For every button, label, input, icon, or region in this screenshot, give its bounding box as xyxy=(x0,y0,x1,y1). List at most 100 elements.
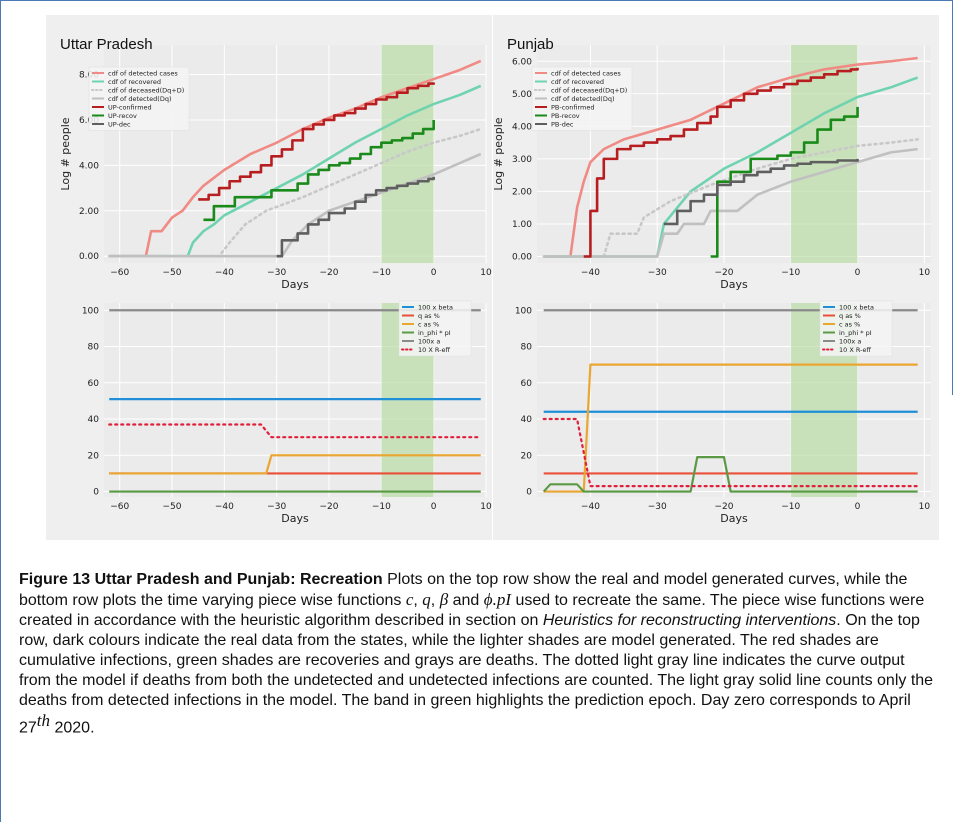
y-tick-label: 2.00 xyxy=(79,207,99,217)
x-tick-label: −20 xyxy=(320,268,339,278)
y-tick-label: 0 xyxy=(526,488,532,498)
legend-label-pb-dec: PB-dec xyxy=(551,120,574,128)
caption-part2: used to recreate the same. The piece wis… xyxy=(19,592,925,629)
series-up-confirmed xyxy=(198,82,435,201)
caption-part3: . On the top row, dark colours indicate … xyxy=(19,612,934,737)
legend-box xyxy=(88,66,190,131)
x-tick-label: −60 xyxy=(110,502,129,512)
series-c-as xyxy=(109,454,481,475)
symbol-beta: β xyxy=(439,590,449,609)
legend-label-up-recov: UP-recov xyxy=(108,112,137,120)
x-tick-label: −30 xyxy=(267,268,286,278)
legend-label-10-x-r-eff: 10 X R-eff xyxy=(418,346,450,354)
series-cdf-of-detected-cases xyxy=(543,56,918,258)
legend-box xyxy=(531,66,633,131)
y-tick-label: 6.00 xyxy=(512,57,532,67)
y-tick-label: 40 xyxy=(88,415,100,425)
caption-superscript: th xyxy=(36,711,51,730)
chart-pb-top: −40 −30 −20 −10 0 10 0.00 1.00 2.00 3.00 4.00 5.00 6… xyxy=(493,15,939,295)
legend-label-cdf-of-detected-cases: cdf of detected cases xyxy=(551,69,621,77)
y-tick-label: 1.00 xyxy=(512,220,532,230)
x-tick-label: −40 xyxy=(581,268,600,278)
legend-label-up-dec: UP-dec xyxy=(108,120,131,128)
series-up-recov xyxy=(203,119,435,222)
x-tick-label: −10 xyxy=(372,268,391,278)
series-in-phi-pi xyxy=(542,456,918,493)
x-tick-label: 0 xyxy=(855,502,861,512)
legend-box xyxy=(819,300,893,357)
x-tick-label: 0 xyxy=(855,268,861,278)
chart-up-top: −60−50−40−30−20−100100.002.004.006.008.0… xyxy=(46,15,492,295)
x-tick-label: −20 xyxy=(714,268,733,278)
x-axis-label: Days xyxy=(720,512,748,525)
y-tick-label: 100 xyxy=(515,306,532,316)
legend-label-up-confirmed: UP-confirmed xyxy=(108,103,152,111)
y-tick-label: 0 xyxy=(93,488,99,498)
panel-title: Uttar Pradesh xyxy=(60,36,153,53)
series-cdf-of-deceased-dq-d xyxy=(542,138,919,258)
x-tick-label: −40 xyxy=(581,502,600,512)
series-cdf-of-detected-dq xyxy=(543,147,918,258)
y-tick-label: 40 xyxy=(521,415,533,425)
x-tick-label: 0 xyxy=(431,268,437,278)
y-tick-label: 80 xyxy=(88,343,100,353)
caption-italic-section: Heuristics for reconstructing interventi… xyxy=(542,612,837,629)
x-axis-label: Days xyxy=(281,278,309,291)
x-tick-label: −40 xyxy=(215,502,234,512)
legend-label-cdf-of-recovered: cdf of recovered xyxy=(551,78,604,86)
x-tick-label: 10 xyxy=(480,502,492,512)
y-tick-label: 4.00 xyxy=(79,161,99,171)
figure-label: Figure 13 xyxy=(19,571,91,588)
series-cdf-of-recovered xyxy=(543,76,919,258)
symbol-c: c xyxy=(405,590,414,609)
caption-part1: Plots on the top row show the real and m… xyxy=(19,571,908,609)
x-tick-label: −30 xyxy=(648,268,667,278)
y-tick-label: 20 xyxy=(521,451,533,461)
y-tick-label: 0.00 xyxy=(79,252,99,262)
caption-and: and xyxy=(452,592,480,609)
x-tick-label: 10 xyxy=(480,268,492,278)
y-tick-label: 0.00 xyxy=(512,252,532,262)
series-pb-dec xyxy=(663,158,859,226)
figure-title: Uttar Pradesh and Punjab: Recreation xyxy=(94,571,383,588)
frame-left-border xyxy=(0,0,1,822)
legend-label-cdf-of-detected-dq: cdf of detected(Dq) xyxy=(551,95,615,103)
x-tick-label: 10 xyxy=(919,502,931,512)
x-tick-label: −40 xyxy=(215,268,234,278)
frame-top-border xyxy=(0,0,953,1)
symbol-q: q xyxy=(422,590,431,609)
series-10-x-r-eff xyxy=(542,417,919,488)
legend-label-100x-a: 100x a xyxy=(418,337,440,345)
y-tick-label: 60 xyxy=(88,379,100,389)
y-tick-label: 4.00 xyxy=(512,122,532,132)
y-tick-label: 20 xyxy=(88,451,100,461)
x-tick-label: −50 xyxy=(163,268,182,278)
legend-label-q-as: q as % xyxy=(418,312,440,320)
legend-label-pb-recov: PB-recov xyxy=(551,112,580,120)
series-pb-recov xyxy=(710,106,859,258)
y-tick-label: 3.00 xyxy=(512,155,532,165)
prediction-band xyxy=(381,45,434,263)
legend-label-100x-a: 100x a xyxy=(839,337,861,345)
series-up-dec xyxy=(276,176,435,258)
series-pb-confirmed xyxy=(583,67,859,258)
series-c-as xyxy=(543,363,918,493)
x-tick-label: −10 xyxy=(372,502,391,512)
x-axis-label: Days xyxy=(720,278,748,291)
legend-label-cdf-of-recovered: cdf of recovered xyxy=(108,78,161,86)
legend-label-q-as: q as % xyxy=(839,312,861,320)
x-tick-label: −20 xyxy=(714,502,733,512)
x-axis-label: Days xyxy=(281,512,309,525)
legend-box xyxy=(398,300,472,357)
legend-label-100-x-beta: 100 x beta xyxy=(418,303,453,311)
legend-label-in-phi-pi: in_phi * pI xyxy=(418,329,451,337)
y-tick-label: 2.00 xyxy=(512,187,532,197)
x-tick-label: 0 xyxy=(431,502,437,512)
series-cdf-of-deceased-dq-d xyxy=(107,127,483,258)
x-tick-label: 10 xyxy=(919,268,931,278)
y-tick-label: 80 xyxy=(521,343,533,353)
y-tick-label: 5.00 xyxy=(512,90,532,100)
y-tick-label: 60 xyxy=(521,379,533,389)
x-tick-label: −60 xyxy=(110,268,129,278)
legend-label-cdf-of-deceased-dq-d: cdf of deceased(Dq+D) xyxy=(108,86,184,94)
